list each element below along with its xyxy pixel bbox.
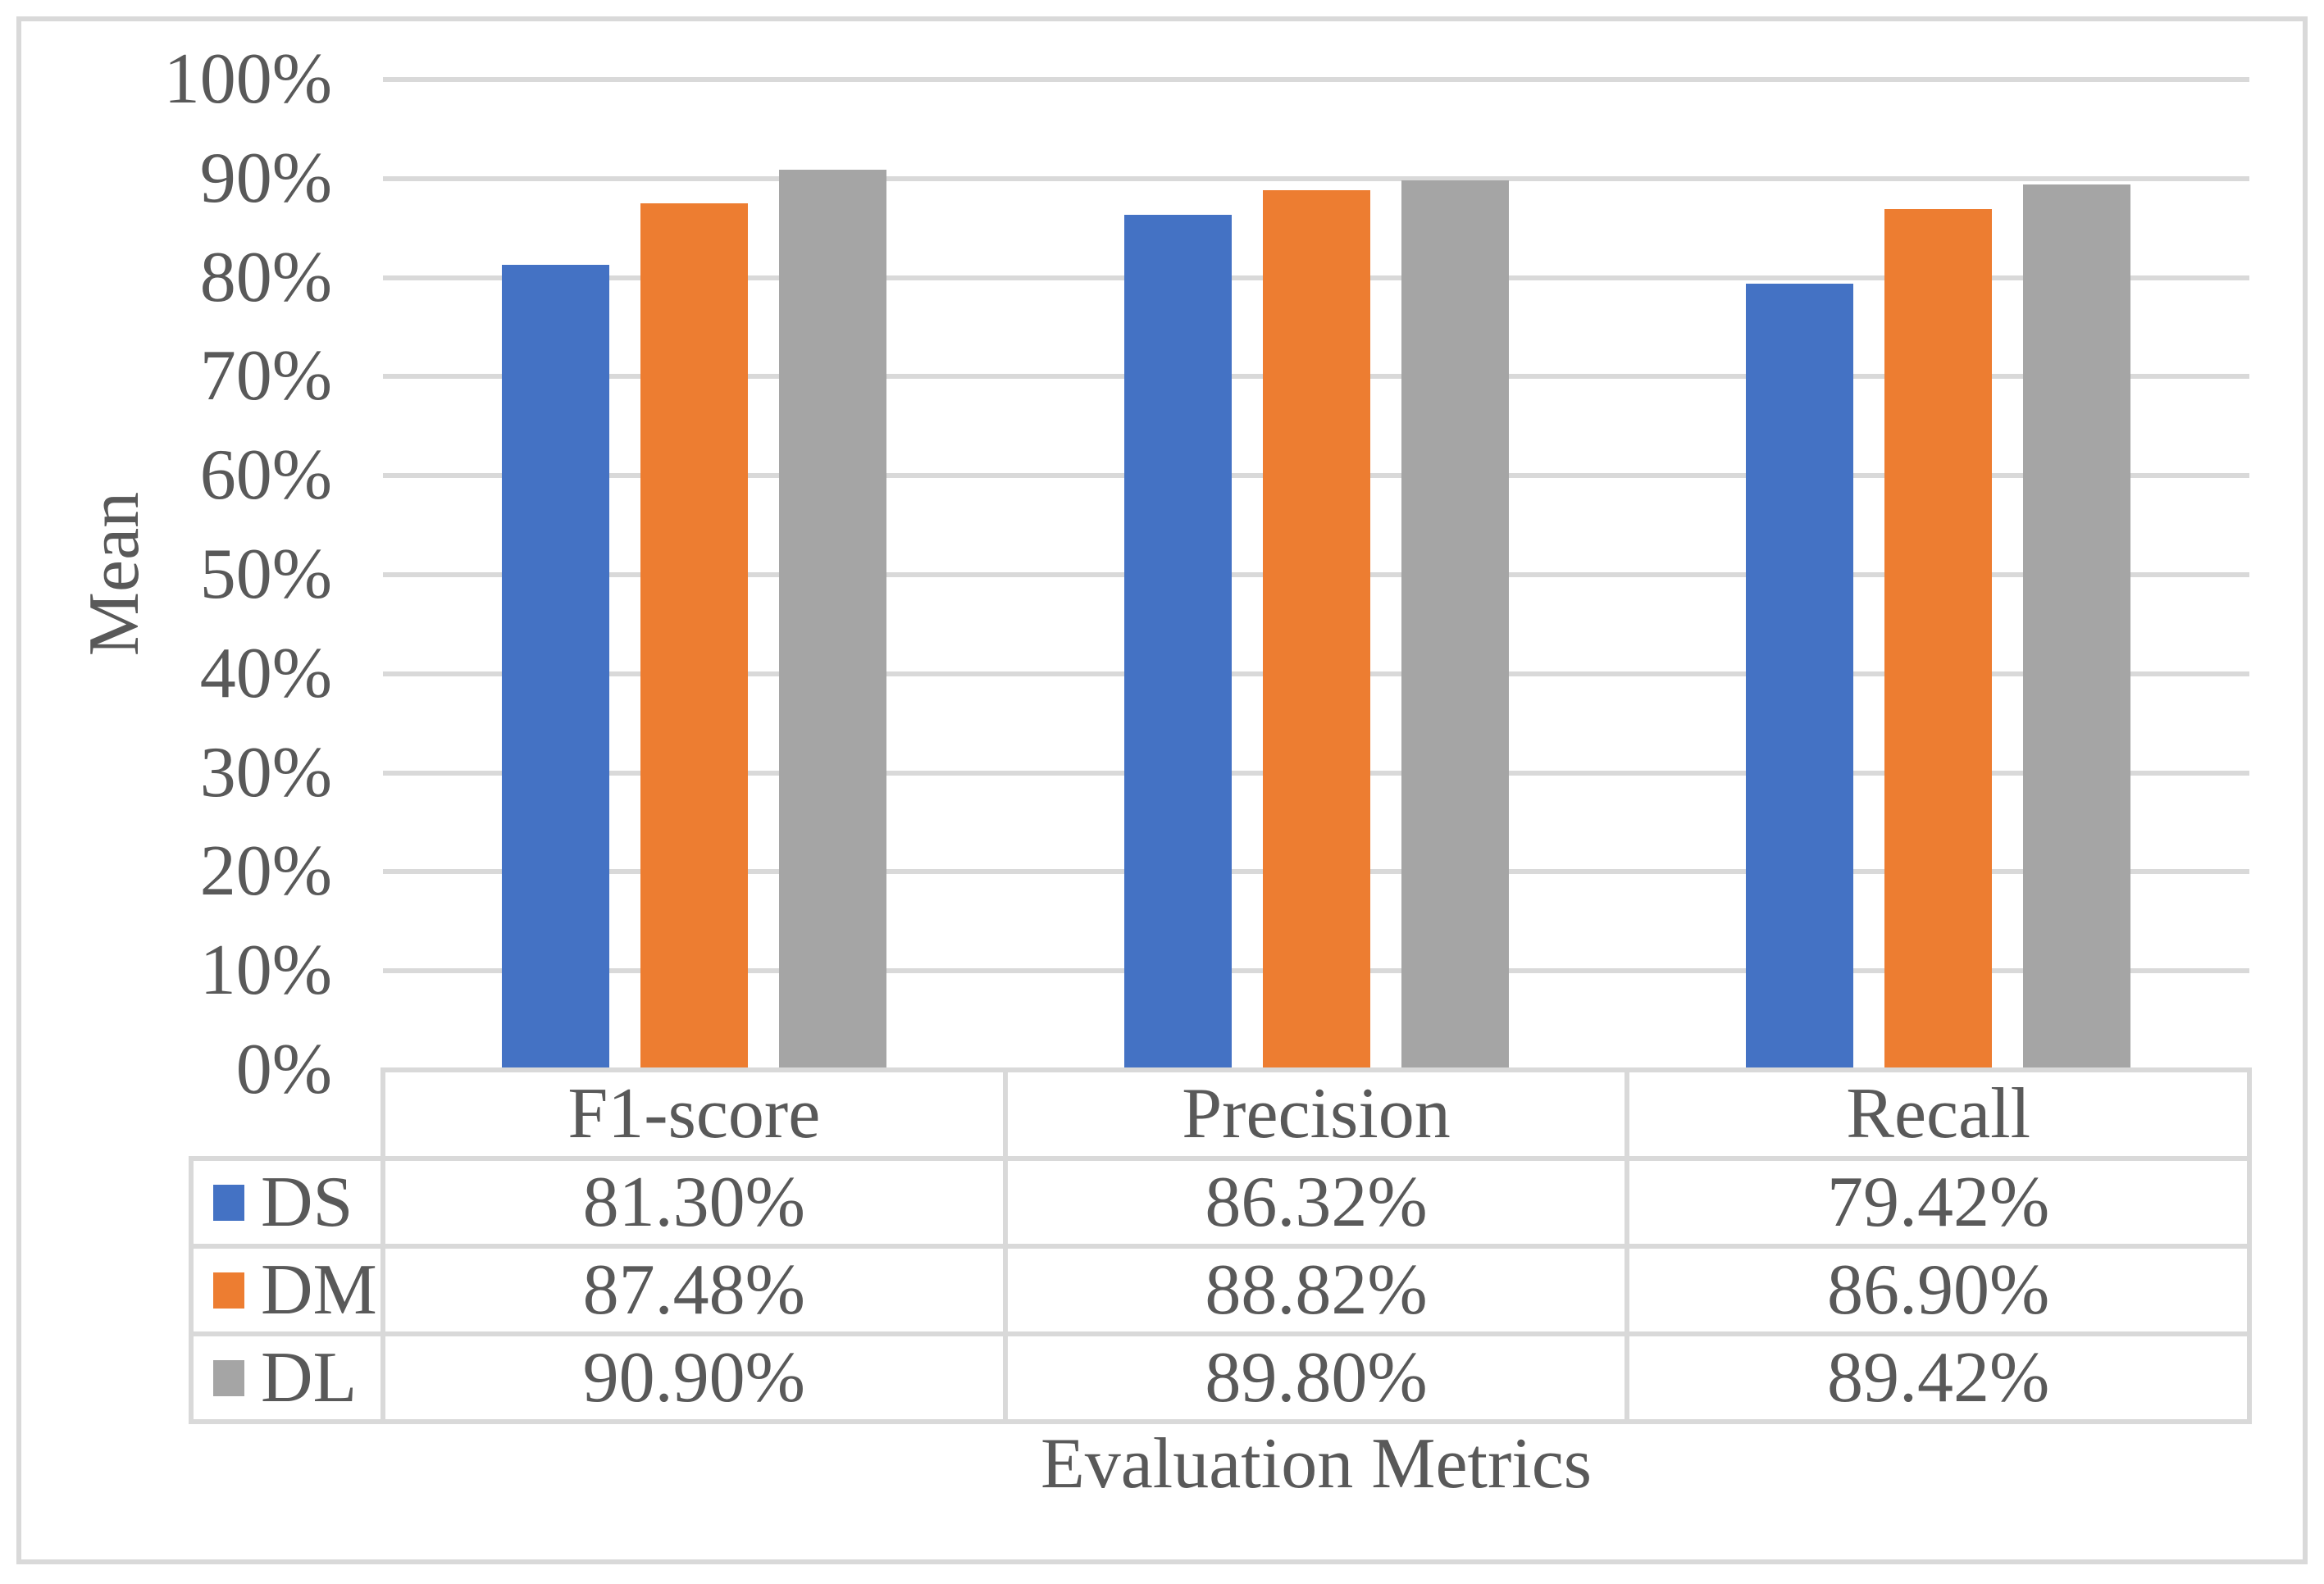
- table-value-cell-dl-f1-score: 90.90%: [383, 1334, 1005, 1422]
- x-axis-title: Evaluation Metrics: [1040, 1424, 1593, 1504]
- table-header-cell-precision-text: Precision: [1182, 1074, 1451, 1154]
- table-header-cell-f1-score-text: F1-score: [567, 1074, 821, 1154]
- y-tick-label-80%: 80%: [199, 237, 332, 317]
- bar-dm-recall: [1884, 209, 1993, 1070]
- table-value-cell-dm-recall-text: 86.90%: [1827, 1249, 2050, 1330]
- y-tick-label-90%: 90%: [199, 138, 332, 218]
- y-tick-label-60%: 60%: [199, 435, 332, 516]
- table-header-cell-recall-text: Recall: [1846, 1074, 2031, 1154]
- y-tick-label-30%: 30%: [199, 732, 332, 812]
- table-value-cell-ds-f1-score: 81.30%: [383, 1158, 1005, 1246]
- table-value-cell-ds-recall-text: 79.42%: [1827, 1162, 2050, 1242]
- table-vline-4: [2247, 1067, 2252, 1424]
- legend-cell-dm-text: DM: [261, 1249, 377, 1330]
- legend-cell-dm: DM: [191, 1246, 383, 1334]
- table-hline-1: [189, 1156, 2252, 1161]
- table-hline-4: [189, 1419, 2252, 1424]
- legend-swatch-dm: [213, 1272, 244, 1309]
- table-vline-3: [1625, 1067, 1630, 1424]
- table-value-cell-dl-f1-score-text: 90.90%: [582, 1337, 805, 1418]
- y-tick-label-20%: 20%: [199, 831, 332, 912]
- bar-dl-recall: [2023, 184, 2131, 1070]
- legend-cell-dl-text: DL: [261, 1337, 358, 1418]
- legend-swatch-dl: [213, 1359, 244, 1396]
- table-value-cell-dl-precision: 89.80%: [1005, 1334, 1628, 1422]
- legend-cell-dl: DL: [191, 1334, 383, 1422]
- table-value-cell-ds-f1-score-text: 81.30%: [582, 1162, 805, 1242]
- table-value-cell-dm-f1-score-text: 87.48%: [582, 1249, 805, 1330]
- table-value-cell-dl-precision-text: 89.80%: [1205, 1337, 1428, 1418]
- bar-ds-precision: [1123, 215, 1232, 1070]
- table-value-cell-ds-recall: 79.42%: [1627, 1158, 2249, 1246]
- legend-cell-ds-text: DS: [261, 1162, 353, 1242]
- table-value-cell-dm-precision-text: 88.82%: [1205, 1249, 1428, 1330]
- bar-dm-f1-score: [640, 203, 748, 1070]
- table-header-cell-recall: Recall: [1627, 1070, 2249, 1158]
- table-hline-2: [189, 1244, 2252, 1249]
- table-vline-0: [189, 1156, 194, 1424]
- y-tick-label-70%: 70%: [199, 336, 332, 416]
- bar-dl-precision: [1401, 180, 1509, 1070]
- gridline-100%: [383, 77, 2249, 82]
- table-value-cell-ds-precision-text: 86.32%: [1205, 1162, 1428, 1242]
- bar-ds-f1-score: [501, 264, 609, 1070]
- table-vline-1: [380, 1067, 385, 1424]
- table-value-cell-dm-recall: 86.90%: [1627, 1246, 2249, 1334]
- bar-dl-f1-score: [778, 169, 886, 1070]
- table-value-cell-ds-precision: 86.32%: [1005, 1158, 1628, 1246]
- y-tick-label-40%: 40%: [199, 633, 332, 713]
- gridline-90%: [383, 175, 2249, 181]
- table-value-cell-dl-recall-text: 89.42%: [1827, 1337, 2050, 1418]
- y-tick-label-50%: 50%: [199, 535, 332, 614]
- table-value-cell-dm-f1-score: 87.48%: [383, 1246, 1005, 1334]
- legend-cell-ds: DS: [191, 1158, 383, 1246]
- table-value-cell-dl-recall: 89.42%: [1627, 1334, 2249, 1422]
- table-hline-3: [189, 1331, 2252, 1336]
- legend-swatch-ds: [213, 1184, 244, 1221]
- table-header-cell-precision: Precision: [1005, 1070, 1628, 1158]
- table-header-cell-f1-score: F1-score: [383, 1070, 1005, 1158]
- y-tick-label-10%: 10%: [199, 931, 332, 1011]
- y-tick-label-0%: 0%: [235, 1030, 332, 1109]
- table-hline-0: [380, 1067, 2252, 1072]
- bar-ds-recall: [1746, 283, 1854, 1070]
- table-value-cell-dm-precision: 88.82%: [1005, 1246, 1628, 1334]
- table-vline-2: [1002, 1067, 1008, 1424]
- y-tick-label-100%: 100%: [163, 39, 332, 119]
- bar-dm-precision: [1262, 190, 1370, 1070]
